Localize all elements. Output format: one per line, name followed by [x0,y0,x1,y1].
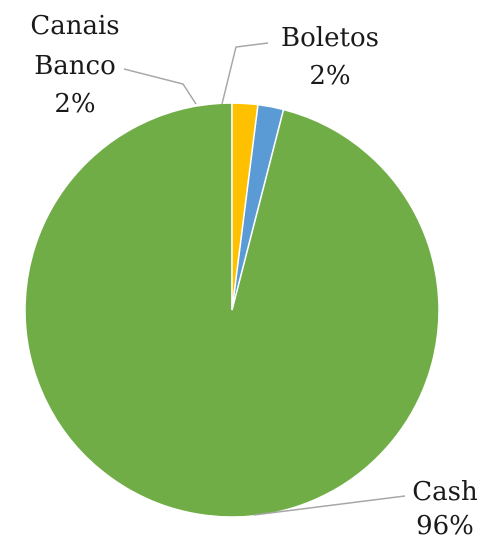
label-canais-banco-line2: Banco [34,51,116,81]
label-canais-banco-line1: Canais [30,11,119,41]
leader-line-cash [253,495,406,516]
label-cash-pct: 96% [416,511,474,540]
leader-lines [123,42,406,516]
data-labels: Canais Banco 2% Boletos 2% Cash 96% [30,11,478,540]
pie-slices [24,102,440,518]
label-boletos: Boletos [281,23,379,53]
label-canais-banco-pct: 2% [54,89,95,119]
label-boletos-pct: 2% [309,61,350,91]
label-cash: Cash [412,477,478,507]
leader-line-boletos [221,42,269,105]
pie-slice-boletos [231,102,259,311]
leader-line-canais-banco [123,68,197,105]
